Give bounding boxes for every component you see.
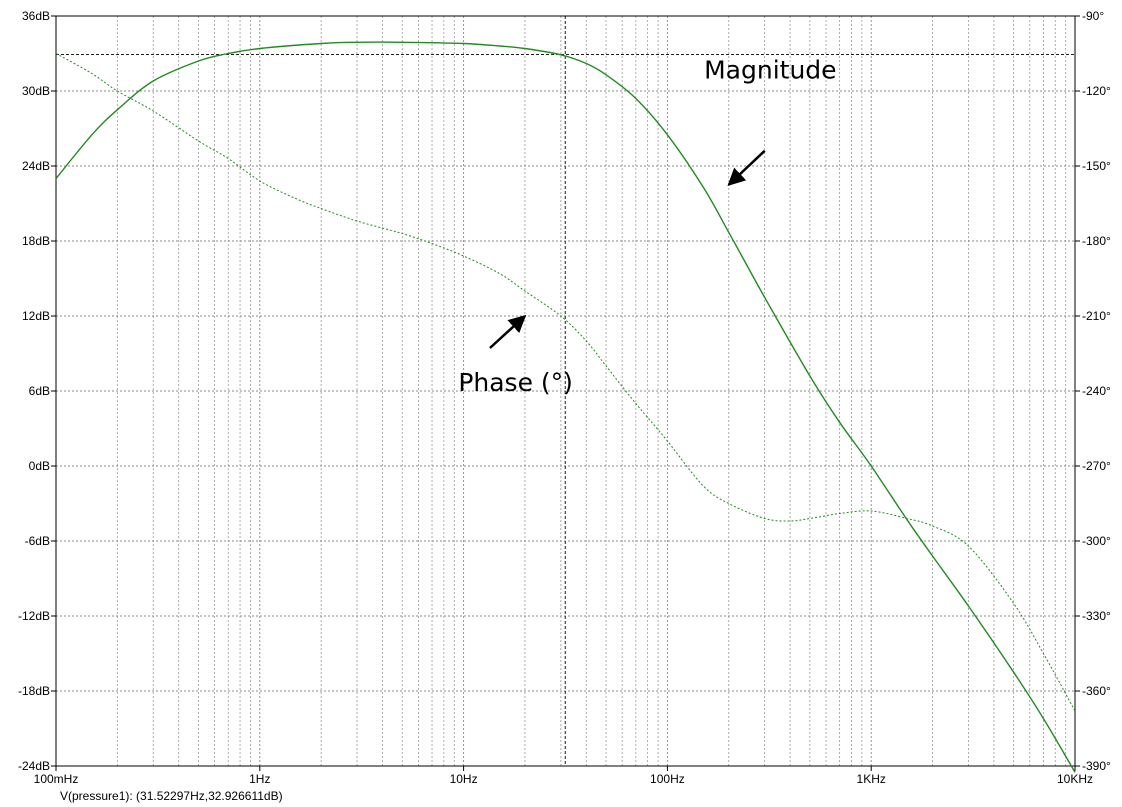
series-lines — [55, 41, 1076, 773]
phase-line — [55, 53, 1076, 712]
annotations: Magnitude Phase (°) — [458, 56, 836, 398]
magnitude-line — [55, 41, 1076, 773]
y-tick-label: 36dB — [22, 9, 50, 23]
y2-tick-label: -90° — [1082, 9, 1104, 23]
y2-tick-label: -120° — [1082, 84, 1111, 98]
x-tick-label: 10Hz — [450, 772, 478, 786]
y2-tick-label: -360° — [1082, 684, 1111, 698]
cursor-lines — [56, 16, 1075, 766]
magnitude-annotation: Magnitude — [704, 56, 836, 85]
y2-tick-labels: -90° -120° -150° -180° -210° -240° -270° -300° -… — [1082, 9, 1111, 773]
y-tick-label: 24dB — [22, 159, 50, 173]
x-tick-labels: 100mHz 1Hz 10Hz 100Hz 1KHz 10KHz — [34, 772, 1093, 786]
y2-tick-label: -180° — [1082, 234, 1111, 248]
y2-tick-label: -270° — [1082, 459, 1111, 473]
y-tick-label: -6dB — [25, 534, 50, 548]
y-tick-labels: 36dB 30dB 24dB 18dB 12dB 6dB 0dB -6dB -12dB -18dB… — [18, 9, 50, 773]
y2-tick-label: -300° — [1082, 534, 1111, 548]
y-tick-label: -24dB — [18, 759, 50, 773]
y-tick-label: 18dB — [22, 234, 50, 248]
x-tick-label: 1KHz — [857, 772, 886, 786]
tick-marks — [51, 15, 1080, 771]
y2-tick-label: -210° — [1082, 309, 1111, 323]
x-tick-label: 100Hz — [650, 772, 685, 786]
y-tick-label: 30dB — [22, 84, 50, 98]
y-tick-label: 0dB — [29, 459, 50, 473]
phase-annotation: Phase (°) — [458, 368, 573, 397]
x-tick-label: 1Hz — [249, 772, 270, 786]
magnitude-arrow — [727, 149, 766, 186]
y-tick-label: 12dB — [22, 309, 50, 323]
y2-tick-label: -150° — [1082, 159, 1111, 173]
x-tick-label: 10KHz — [1057, 772, 1093, 786]
phase-arrow — [489, 314, 527, 349]
cursor-readout: V(pressure1): (31.52297Hz,32.926611dB) — [60, 789, 283, 803]
y2-tick-label: -330° — [1082, 609, 1111, 623]
y-tick-label: -12dB — [18, 609, 50, 623]
x-tick-label: 100mHz — [34, 772, 79, 786]
y2-tick-label: -390° — [1082, 759, 1111, 773]
y-tick-label: -18dB — [18, 684, 50, 698]
y2-tick-label: -240° — [1082, 384, 1111, 398]
y-tick-label: 6dB — [29, 384, 50, 398]
